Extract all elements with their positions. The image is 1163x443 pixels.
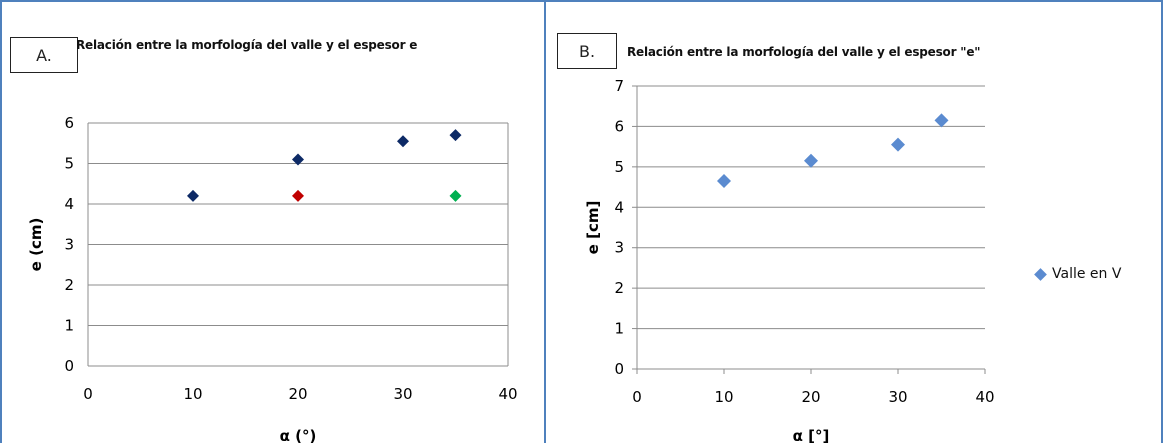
chart-a-y-tick-label: 5 [64, 155, 74, 173]
chart-a-data-point [187, 189, 199, 202]
legend-label: Valle en V [1052, 266, 1122, 282]
chart-b-y-axis-title: e [cm] [584, 201, 602, 255]
chart-a-data-point [292, 189, 304, 202]
chart-a-x-tick-label: 20 [288, 385, 307, 403]
chart-a-data-point [449, 129, 462, 142]
legend-marker-icon [1034, 267, 1047, 281]
chart-a-x-tick-label: 10 [183, 385, 202, 403]
chart-b-x-axis-title: α [°] [793, 427, 830, 443]
chart-b-y-tick-label: 5 [614, 158, 624, 176]
chart-a-data-point [397, 135, 409, 148]
chart-b-y-tick-label: 3 [614, 239, 624, 257]
panel-divider [544, 0, 546, 443]
chart-a-x-tick-label: 40 [498, 385, 517, 403]
chart-b-data-point [891, 137, 905, 152]
chart-a-x-tick-label: 0 [83, 385, 93, 403]
chart-b-x-tick-label: 30 [888, 388, 907, 406]
chart-b-data-point [717, 174, 731, 189]
chart-a-x-axis-title: α (°) [280, 427, 317, 443]
chart-b-y-tick-label: 2 [614, 279, 624, 297]
chart-a-data-point [449, 189, 462, 202]
chart-a-y-tick-label: 0 [64, 357, 74, 375]
chart-b-title: Relación entre la morfología del valle y… [627, 45, 981, 59]
chart-a-y-tick-label: 4 [64, 195, 74, 213]
chart-a-data-point [292, 153, 304, 166]
chart-b-y-tick-label: 1 [614, 320, 624, 338]
chart-b-x-tick-label: 20 [801, 388, 820, 406]
chart-a-title: Relación entre la morfología del valle y… [76, 38, 418, 52]
chart-b-y-tick-label: 0 [614, 360, 624, 378]
chart-b-x-tick-label: 10 [714, 388, 733, 406]
chart-b-data-point [934, 113, 949, 128]
chart-a-y-tick-label: 2 [64, 276, 74, 294]
chart-b-data-point [804, 153, 818, 168]
chart-a-x-tick-label: 30 [393, 385, 412, 403]
chart-a-y-tick-label: 3 [64, 236, 74, 254]
chart-b-x-tick-label: 40 [975, 388, 994, 406]
chart-b-y-tick-label: 6 [614, 117, 624, 135]
chart-b-y-tick-label: 7 [614, 77, 624, 95]
chart-b-legend: Valle en V [1034, 266, 1122, 282]
panel-b-tag: B. [557, 33, 617, 69]
chart-b-x-tick-label: 0 [632, 388, 642, 406]
chart-b-y-tick-label: 4 [614, 198, 624, 216]
panel-a-tag: A. [10, 37, 78, 73]
chart-a-y-tick-label: 6 [64, 114, 74, 132]
chart-a-y-tick-label: 1 [64, 317, 74, 335]
chart-a-y-axis-title: e (cm) [27, 218, 45, 272]
